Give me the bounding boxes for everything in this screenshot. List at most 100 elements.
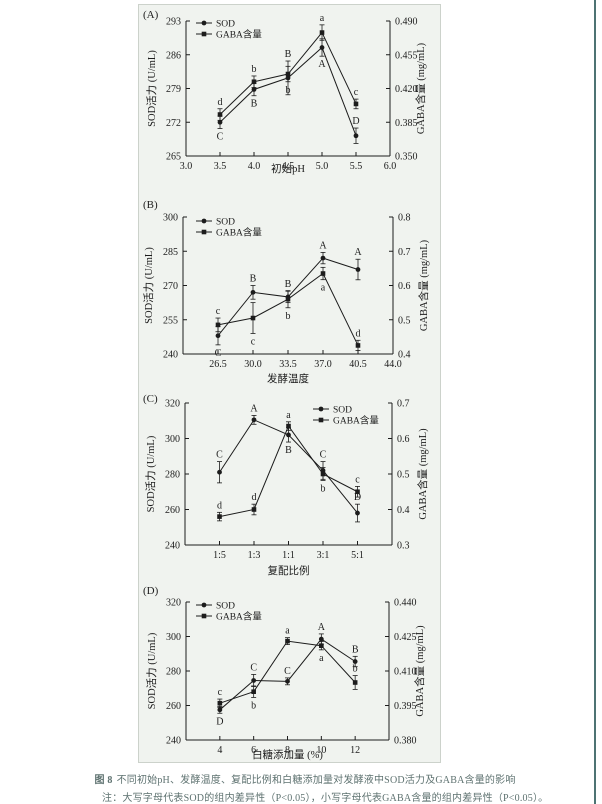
- svg-text:C: C: [250, 662, 257, 673]
- svg-text:12: 12: [350, 745, 360, 756]
- svg-text:0.6: 0.6: [398, 281, 411, 292]
- figure-number: 图 8: [94, 775, 113, 786]
- svg-text:40.5: 40.5: [349, 359, 367, 370]
- chart-panel-a: (A) 293 286 279 272 265 0.490 0.455 0.420 0.385 0.…: [143, 9, 427, 175]
- svg-text:6: 6: [251, 745, 256, 756]
- svg-text:SOD活力 (U/mL): SOD活力 (U/mL): [144, 435, 157, 512]
- svg-text:D: D: [352, 116, 359, 127]
- svg-text:SOD活力 (U/mL): SOD活力 (U/mL): [145, 50, 158, 127]
- svg-text:D: D: [216, 716, 223, 727]
- svg-text:0.7: 0.7: [397, 399, 410, 410]
- svg-text:a: a: [286, 410, 291, 421]
- svg-text:B: B: [285, 279, 292, 290]
- svg-text:240: 240: [166, 736, 181, 747]
- svg-text:C: C: [215, 348, 222, 359]
- svg-text:240: 240: [165, 541, 180, 552]
- svg-text:1:1: 1:1: [282, 550, 295, 561]
- svg-text:(D): (D): [143, 585, 159, 597]
- svg-text:b: b: [286, 311, 291, 322]
- svg-text:A: A: [250, 403, 258, 414]
- svg-text:279: 279: [166, 84, 181, 95]
- svg-text:GABA含量: GABA含量: [216, 29, 262, 41]
- svg-text:0.6: 0.6: [397, 434, 410, 445]
- figure-title: 不同初始pH、发酵温度、复配比例和白糖添加量对发酵液中SOD活力及GABA含量的…: [116, 775, 516, 786]
- svg-text:300: 300: [163, 213, 178, 224]
- svg-text:a: a: [319, 653, 324, 664]
- svg-text:SOD: SOD: [216, 602, 235, 612]
- svg-text:GABA含量: GABA含量: [216, 227, 262, 239]
- chart-panel-d: (D) 320 300 280 260 240 0.440 0.425 0.410 0.395 0.…: [143, 585, 426, 761]
- svg-text:A: A: [354, 247, 362, 258]
- svg-text:SOD: SOD: [216, 218, 235, 228]
- svg-text:272: 272: [166, 118, 181, 129]
- svg-text:b: b: [321, 483, 326, 494]
- svg-text:285: 285: [163, 247, 178, 258]
- svg-text:a: a: [320, 13, 325, 24]
- svg-text:270: 270: [163, 281, 178, 292]
- svg-text:SOD: SOD: [333, 406, 352, 416]
- figure-panel-container: (A) 293 286 279 272 265 0.490 0.455 0.420 0.385 0.…: [138, 4, 441, 763]
- svg-text:280: 280: [166, 667, 181, 678]
- svg-text:0.7: 0.7: [398, 247, 411, 258]
- svg-text:GABA含量 (mg/mL): GABA含量 (mg/mL): [414, 42, 427, 134]
- svg-text:44.0: 44.0: [384, 359, 402, 370]
- svg-text:GABA含量: GABA含量: [216, 611, 262, 623]
- figure-caption: 图 8 不同初始pH、发酵温度、复配比例和白糖添加量对发酵液中SOD活力及GABA…: [85, 771, 525, 786]
- svg-text:300: 300: [166, 632, 181, 643]
- svg-text:5.5: 5.5: [350, 161, 363, 172]
- svg-text:260: 260: [165, 505, 180, 516]
- page-edge-line: [594, 0, 596, 804]
- svg-text:0.420: 0.420: [395, 84, 418, 95]
- svg-text:d: d: [251, 492, 256, 503]
- svg-text:255: 255: [163, 315, 178, 326]
- svg-text:5.0: 5.0: [316, 161, 329, 172]
- svg-text:SOD活力 (U/mL): SOD活力 (U/mL): [145, 632, 158, 709]
- svg-text:4.5: 4.5: [282, 161, 295, 172]
- svg-text:GABA含量: GABA含量: [333, 415, 379, 427]
- svg-text:A: A: [319, 240, 327, 251]
- svg-text:5:1: 5:1: [351, 550, 364, 561]
- svg-text:B: B: [285, 49, 292, 60]
- svg-text:0.385: 0.385: [395, 118, 418, 129]
- svg-text:37.0: 37.0: [314, 359, 332, 370]
- svg-text:d: d: [218, 97, 223, 108]
- svg-text:26.5: 26.5: [209, 359, 227, 370]
- svg-text:A: A: [318, 622, 326, 633]
- svg-text:0.410: 0.410: [394, 667, 417, 678]
- svg-text:b: b: [251, 64, 256, 75]
- svg-text:C: C: [284, 666, 291, 677]
- svg-text:c: c: [354, 87, 359, 98]
- svg-text:0.380: 0.380: [394, 736, 417, 747]
- svg-text:(A): (A): [143, 9, 159, 21]
- svg-text:b: b: [286, 85, 291, 96]
- svg-text:白糖添加量 (%): 白糖添加量 (%): [252, 748, 323, 761]
- svg-text:33.5: 33.5: [279, 359, 297, 370]
- svg-text:0.5: 0.5: [398, 315, 411, 326]
- svg-text:320: 320: [166, 598, 181, 609]
- svg-text:c: c: [218, 687, 223, 698]
- svg-text:286: 286: [166, 50, 181, 61]
- svg-text:GABA含量 (mg/mL): GABA含量 (mg/mL): [413, 625, 426, 717]
- svg-text:(C): (C): [143, 393, 158, 405]
- svg-text:D: D: [354, 492, 361, 503]
- svg-text:d: d: [217, 500, 222, 511]
- svg-text:SOD活力 (U/mL): SOD活力 (U/mL): [142, 247, 155, 324]
- svg-text:30.0: 30.0: [244, 359, 261, 370]
- svg-text:0.4: 0.4: [398, 350, 411, 361]
- svg-text:GABA含量 (mg/mL): GABA含量 (mg/mL): [416, 428, 429, 520]
- svg-text:d: d: [355, 328, 360, 339]
- svg-text:(B): (B): [143, 199, 158, 211]
- svg-text:复配比例: 复配比例: [268, 564, 310, 577]
- svg-text:b: b: [251, 700, 256, 711]
- svg-text:280: 280: [165, 470, 180, 481]
- svg-text:0.350: 0.350: [395, 152, 418, 163]
- svg-text:3.0: 3.0: [180, 161, 193, 172]
- svg-text:1:3: 1:3: [248, 550, 261, 561]
- svg-text:B: B: [285, 445, 292, 456]
- svg-text:C: C: [320, 450, 327, 461]
- svg-text:a: a: [321, 283, 326, 294]
- svg-text:b: b: [353, 664, 358, 675]
- svg-text:300: 300: [165, 434, 180, 445]
- svg-text:4.0: 4.0: [248, 161, 261, 172]
- svg-text:SOD: SOD: [216, 20, 235, 30]
